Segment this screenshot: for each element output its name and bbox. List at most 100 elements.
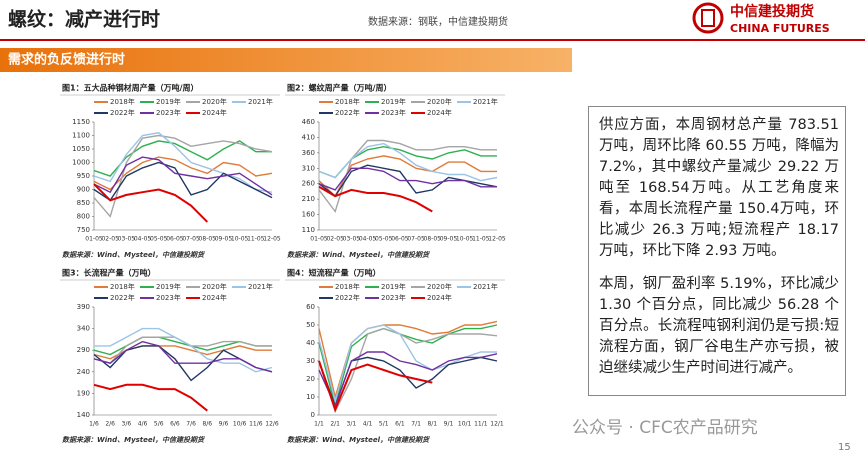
y-tick-label: 900 — [77, 186, 90, 194]
y-tick-label: 1050 — [72, 145, 90, 153]
series-line — [318, 324, 497, 404]
x-tick-label: 01-05 — [85, 236, 103, 243]
y-tick-label: 30 — [306, 357, 315, 365]
series-line — [318, 155, 497, 198]
series-line — [93, 134, 273, 218]
legend-label: 2024年 — [427, 108, 452, 117]
series-line — [93, 161, 273, 202]
legend-label: 2020年 — [202, 97, 227, 106]
legend-label: 2023年 — [156, 108, 181, 117]
y-tick-label: 260 — [302, 180, 315, 188]
series-line — [318, 327, 498, 414]
x-tick-label: 05-05 — [375, 236, 393, 243]
x-tick-label: 3/1 — [347, 421, 357, 428]
legend-label: 2022年 — [110, 108, 135, 117]
x-tick-label: 8/1 — [427, 421, 437, 428]
header-source: 数据来源：钢联，中信建投期货 — [368, 15, 508, 28]
x-tick-label: 03-05 — [343, 236, 361, 243]
x-tick-label: 04-05 — [134, 236, 152, 243]
legend-label: 2023年 — [381, 108, 406, 117]
logo-en: CHINA FUTURES — [730, 22, 830, 35]
y-tick-label: 190 — [77, 389, 90, 397]
series-line — [93, 383, 208, 412]
series-line — [318, 167, 497, 191]
y-tick-label: 390 — [77, 303, 90, 311]
logo-cn: 中信建投期货 — [730, 3, 814, 20]
x-tick-label: 10-05 — [231, 236, 249, 243]
series-line — [93, 156, 273, 196]
series-line — [318, 142, 498, 182]
legend-label: 2019年 — [381, 282, 406, 291]
section-bar — [0, 48, 572, 72]
legend-label: 2021年 — [473, 97, 498, 106]
y-tick-label: 1150 — [72, 118, 90, 126]
x-tick-label: 11-05 — [247, 236, 265, 243]
chart-title: 图2：螺纹周产量（万吨/周） — [287, 83, 392, 93]
x-tick-label: 11-05 — [472, 236, 490, 243]
x-tick-label: 02-05 — [326, 236, 344, 243]
paragraph: 供应方面，本周钢材总产量 783.51 万吨，周环比降 60.55 万吨，降幅为… — [599, 117, 839, 259]
series-line — [318, 324, 498, 409]
y-tick-label: 110 — [302, 226, 315, 234]
legend-label: 2018年 — [335, 97, 360, 106]
x-tick-label: 01-05 — [310, 236, 328, 243]
legend-label: 2023年 — [156, 293, 181, 302]
y-tick-label: 240 — [77, 368, 90, 376]
legend-label: 2018年 — [110, 282, 135, 291]
x-tick-label: 06-05 — [166, 236, 184, 243]
legend-label: 2024年 — [202, 293, 227, 302]
page-number: 15 — [838, 442, 851, 453]
y-tick-label: 1000 — [72, 159, 90, 167]
x-tick-label: 4/6 — [138, 421, 148, 428]
legend-label: 2020年 — [202, 282, 227, 291]
x-tick-label: 05-05 — [150, 236, 168, 243]
legend-label: 2022年 — [110, 293, 135, 302]
y-tick-label: 1100 — [72, 132, 90, 140]
legend-label: 2019年 — [381, 97, 406, 106]
series-line — [318, 185, 433, 213]
legend-label: 2022年 — [335, 108, 360, 117]
y-tick-label: 60 — [306, 303, 315, 311]
y-tick-label: 850 — [77, 199, 90, 207]
x-tick-label: 12-05 — [263, 236, 281, 243]
x-tick-label: 12/6 — [265, 421, 279, 428]
legend-label: 2021年 — [473, 282, 498, 291]
series-line — [318, 139, 497, 214]
series-line — [93, 156, 273, 191]
x-tick-label: 7/1 — [411, 421, 421, 428]
y-tick-label: 950 — [77, 172, 90, 180]
series-line — [318, 351, 498, 408]
y-tick-label: 340 — [77, 325, 90, 333]
paragraph: 本周，钢厂盈利率 5.19%，环比减少 1.30 个百分点，同比减少 56.28… — [599, 276, 839, 376]
x-tick-label: 1/6 — [89, 421, 99, 428]
x-tick-label: 6/1 — [395, 421, 405, 428]
x-tick-label: 11/6 — [249, 421, 263, 428]
x-tick-label: 10-05 — [456, 236, 474, 243]
series-line — [318, 145, 497, 179]
chart-title: 图4：短流程产量（万吨） — [287, 268, 381, 278]
x-tick-label: 1/1 — [314, 421, 324, 428]
x-tick-label: 08-05 — [199, 236, 217, 243]
legend-label: 2022年 — [335, 293, 360, 302]
x-tick-label: 12-05 — [488, 236, 506, 243]
y-tick-label: 750 — [77, 226, 90, 234]
legend-label: 2018年 — [335, 282, 360, 291]
x-tick-label: 5/6 — [154, 421, 164, 428]
logo-icon — [692, 2, 724, 34]
x-tick-label: 2/1 — [330, 421, 340, 428]
legend-label: 2023年 — [381, 293, 406, 302]
x-tick-label: 7/6 — [186, 421, 196, 428]
x-tick-label: 07-05 — [407, 236, 425, 243]
x-tick-label: 08-05 — [424, 236, 442, 243]
x-tick-label: 2/6 — [105, 421, 115, 428]
y-tick-label: 10 — [306, 393, 315, 401]
x-tick-label: 07-05 — [182, 236, 200, 243]
x-tick-label: 10/6 — [233, 421, 247, 428]
y-tick-label: 0 — [311, 411, 315, 419]
x-tick-label: 02-05 — [101, 236, 119, 243]
x-tick-label: 09-05 — [440, 236, 458, 243]
series-line — [94, 327, 273, 373]
legend-label: 2019年 — [156, 97, 181, 106]
